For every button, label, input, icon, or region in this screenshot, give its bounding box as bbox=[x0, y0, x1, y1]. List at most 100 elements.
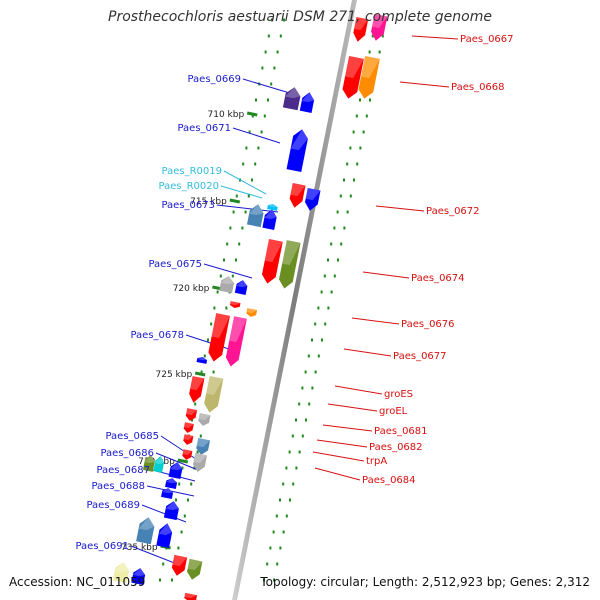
gene-arrow-body bbox=[136, 517, 155, 545]
gene-arrow bbox=[299, 92, 315, 113]
track-dot bbox=[263, 114, 266, 118]
gene-arrow-body bbox=[183, 422, 194, 433]
track-dot bbox=[226, 242, 229, 246]
gene-arrow-highlight bbox=[345, 55, 364, 79]
track-dot bbox=[264, 50, 267, 54]
gene-arrow-body bbox=[168, 462, 183, 480]
track-dot bbox=[159, 578, 161, 582]
gene-arrow bbox=[184, 592, 198, 600]
gene-arrow bbox=[208, 313, 230, 362]
gene-label-left: Paes_0673 bbox=[161, 200, 215, 211]
gene-arrow-highlight bbox=[187, 558, 203, 571]
track-dot bbox=[308, 402, 311, 406]
label-leader bbox=[314, 467, 361, 481]
track-dot bbox=[283, 18, 285, 22]
gene-arrow bbox=[204, 375, 224, 413]
gene-arrow bbox=[234, 280, 248, 295]
track-dot bbox=[216, 290, 219, 294]
track-dot bbox=[307, 354, 310, 358]
gene-label-right: Paes_0672 bbox=[426, 206, 480, 217]
gene-arrow-body bbox=[183, 434, 194, 445]
gene-label-right: Paes_0682 bbox=[369, 442, 423, 453]
track-dot bbox=[369, 98, 371, 102]
track-dot bbox=[251, 114, 254, 118]
track-dot bbox=[352, 130, 355, 134]
gene-label-left: Paes_R0019 bbox=[162, 166, 222, 177]
gene-label-left: Paes_0691 bbox=[75, 541, 129, 552]
gene-arrow-body bbox=[289, 182, 306, 208]
tick-label: 715 kbp bbox=[190, 197, 227, 207]
track-dot bbox=[343, 226, 346, 230]
gene-arrow bbox=[163, 501, 179, 521]
gene-label-left: Paes_0687 bbox=[96, 465, 150, 476]
gene-arrow-highlight bbox=[305, 187, 321, 201]
track-dot bbox=[340, 242, 343, 246]
track-dot bbox=[356, 162, 359, 166]
gene-arrow-highlight bbox=[198, 413, 211, 421]
track-dot bbox=[314, 322, 317, 326]
gene-arrow bbox=[225, 316, 247, 367]
gene-arrow-body bbox=[182, 449, 193, 460]
gene-arrow-highlight bbox=[220, 276, 235, 285]
gene-arrow bbox=[153, 456, 165, 473]
gene-arrow bbox=[189, 376, 205, 403]
gene-arrow-body bbox=[208, 313, 230, 362]
gene-label-left: Paes_0686 bbox=[100, 448, 154, 459]
gene-arrow-highlight bbox=[166, 478, 178, 484]
track-dot bbox=[203, 354, 206, 358]
gene-arrow-highlight bbox=[114, 562, 130, 573]
track-dot bbox=[235, 194, 238, 198]
gene-arrow bbox=[229, 301, 241, 308]
label-leader bbox=[130, 545, 178, 565]
gene-label-left: Paes_0671 bbox=[177, 123, 231, 134]
track-dot bbox=[242, 162, 245, 166]
gene-arrow-highlight bbox=[230, 301, 241, 306]
gene-arrow bbox=[161, 488, 174, 499]
gene-arrow-body bbox=[229, 301, 241, 308]
gene-arrow bbox=[289, 182, 306, 208]
track-dot bbox=[346, 162, 349, 166]
tick-label: 735 kbp bbox=[121, 543, 158, 553]
gene-arrow-body bbox=[267, 204, 278, 211]
gene-label-right: Paes_0677 bbox=[393, 351, 447, 362]
track-dot bbox=[359, 146, 362, 150]
gene-arrow bbox=[304, 187, 321, 211]
gene-arrow-highlight bbox=[158, 523, 173, 536]
gene-arrow-body bbox=[187, 558, 203, 580]
gene-arrow-highlight bbox=[196, 437, 211, 448]
track-dot bbox=[271, 18, 273, 22]
gene-arrow-body bbox=[358, 55, 380, 99]
track-dot bbox=[317, 306, 320, 310]
gene-arrow bbox=[371, 13, 388, 41]
gene-label-right: Paes_0674 bbox=[411, 273, 465, 284]
gene-arrow-highlight bbox=[132, 568, 146, 577]
gene-arrow-highlight bbox=[282, 240, 301, 266]
track-dot bbox=[254, 162, 257, 166]
gene-arrow-highlight bbox=[264, 239, 283, 263]
track-dot bbox=[343, 178, 345, 182]
label-leader bbox=[312, 451, 365, 462]
track-dot bbox=[279, 34, 282, 38]
gene-label-right: Paes_0676 bbox=[401, 319, 455, 330]
topology-text: Topology: circular; Length: 2,512,923 bp… bbox=[260, 575, 590, 589]
label-leader bbox=[334, 385, 383, 395]
gene-label-right: Paes_0668 bbox=[451, 82, 505, 93]
track-dot bbox=[263, 578, 265, 582]
track-dot bbox=[238, 242, 241, 246]
gene-arrow-body bbox=[131, 568, 146, 586]
track-dot bbox=[276, 50, 279, 54]
track-dot bbox=[323, 274, 326, 278]
gene-label-left: Paes_0675 bbox=[148, 259, 202, 270]
gene-arrow bbox=[196, 437, 211, 455]
track-dot bbox=[223, 258, 225, 262]
tick-mark bbox=[177, 458, 189, 464]
gene-arrow-body bbox=[185, 408, 198, 421]
gene-label-left: Paes_0685 bbox=[105, 431, 159, 442]
track-dot bbox=[381, 34, 384, 38]
label-leader bbox=[220, 185, 263, 199]
tick-label: 710 kbp bbox=[208, 110, 245, 120]
track-dot bbox=[298, 402, 301, 406]
track-dot bbox=[196, 450, 199, 454]
track-dot bbox=[213, 306, 216, 310]
gene-arrow-body bbox=[219, 276, 235, 294]
